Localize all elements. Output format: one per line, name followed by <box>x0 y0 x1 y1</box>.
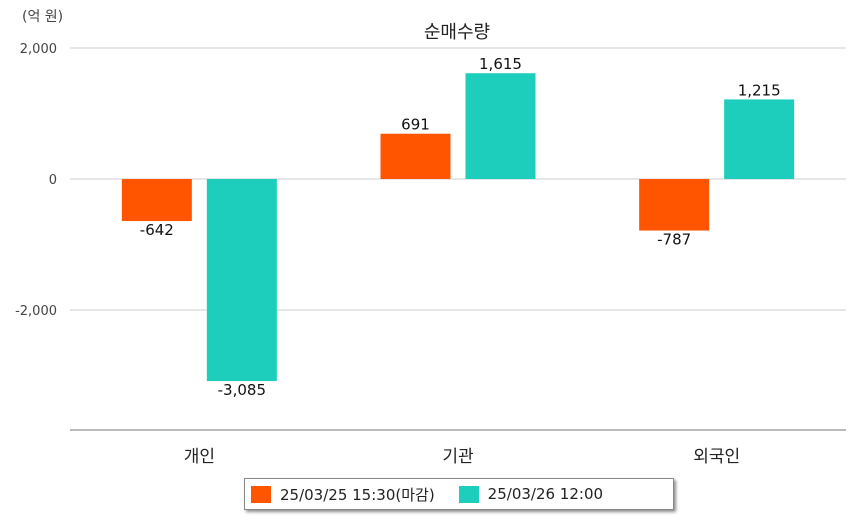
bar-1-3 <box>639 179 710 231</box>
legend-swatch-series-1 <box>251 485 271 503</box>
data-label: 1,615 <box>479 55 522 73</box>
data-label: -3,085 <box>218 381 266 399</box>
legend-label-series-2: 25/03/26 12:00 <box>487 485 604 503</box>
legend-item-series-1[interactable]: 25/03/25 15:30(마감) <box>251 484 435 505</box>
legend: 25/03/25 15:30(마감) 25/03/26 12:00 <box>244 478 674 510</box>
y-unit-label: (억 원) <box>22 9 64 25</box>
x-tick-label: 기관 <box>442 447 473 467</box>
x-tick-label: 외국인 <box>693 447 740 467</box>
data-label: 1,215 <box>738 81 781 99</box>
bar-2-2 <box>465 73 536 179</box>
bar-1-2 <box>380 133 451 179</box>
y-tick-label: -2,000 <box>15 304 57 319</box>
y-tick-label: 0 <box>49 173 57 188</box>
bar-1-1 <box>121 179 192 222</box>
data-label: 691 <box>401 116 430 134</box>
bar-2-3 <box>724 99 795 179</box>
legend-swatch-series-2 <box>458 485 479 503</box>
data-label: -787 <box>657 231 691 249</box>
bar-2-1 <box>206 179 277 382</box>
legend-item-series-2[interactable]: 25/03/26 12:00 <box>458 485 604 503</box>
legend-label-series-1: 25/03/25 15:30(마감) <box>280 485 435 504</box>
y-tick-label: 2,000 <box>20 42 57 57</box>
data-label: -642 <box>140 221 174 239</box>
x-tick-label: 개인 <box>184 447 215 467</box>
chart-title: 순매수량 <box>423 22 491 43</box>
